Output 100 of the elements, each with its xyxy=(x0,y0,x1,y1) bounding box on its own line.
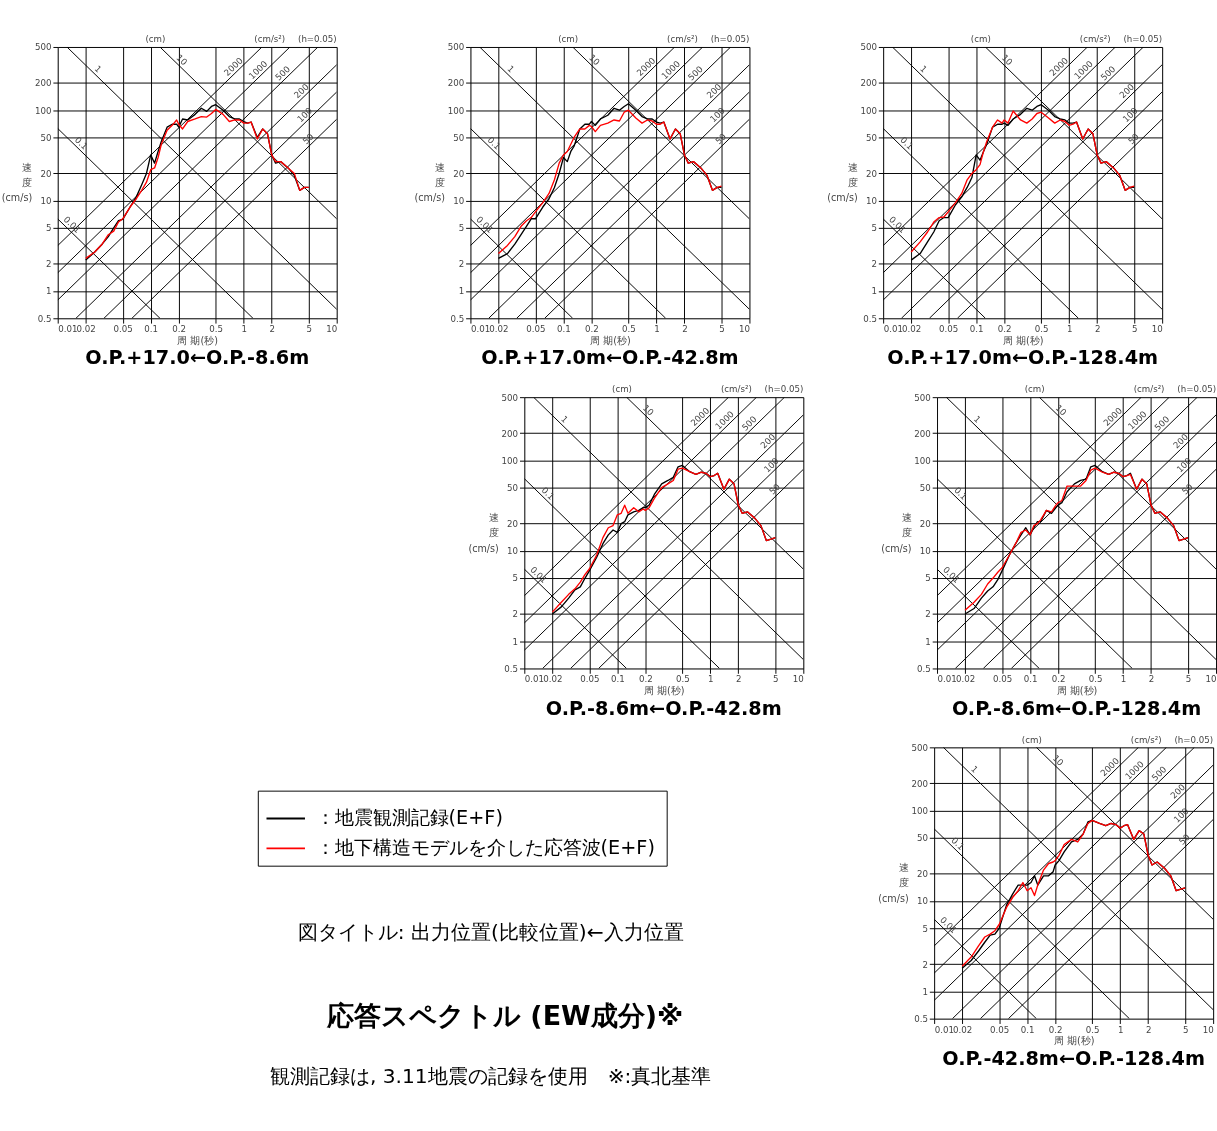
x-tick-label: 10 xyxy=(738,324,750,335)
y-tick-label: 20 xyxy=(919,518,931,529)
y-tick-label: 20 xyxy=(865,168,877,179)
y-tick-label: 200 xyxy=(911,778,928,789)
x-tick-label: 0.02 xyxy=(902,324,922,335)
text: O.P.+17.0m←O.P.-42.8m xyxy=(481,346,739,370)
y-tick-label: 0.5 xyxy=(863,313,877,324)
x-tick-label: 5 xyxy=(306,324,312,335)
x-tick-label: 10 xyxy=(1151,324,1163,335)
text: 1 xyxy=(559,413,571,425)
x-tick-label: 1 xyxy=(241,324,247,335)
y-axis-title: 速度(cm/s) xyxy=(1,161,33,204)
x-tick-label: 5 xyxy=(1131,324,1138,335)
text: 10 xyxy=(174,52,190,68)
x-tick-label: 2 xyxy=(682,324,688,335)
x-tick-label: 1 xyxy=(708,674,714,685)
x-tick-label: 1 xyxy=(654,324,660,335)
x-tick-label: 2 xyxy=(269,324,275,335)
x-tick-label: 0.02 xyxy=(955,674,976,685)
y-tick-label: 0.5 xyxy=(917,663,931,674)
x-tick-label: 1 xyxy=(1117,1024,1124,1035)
x-tick-label: 5 xyxy=(1185,674,1192,685)
text: 1 xyxy=(92,63,104,75)
text: (cm/s²) xyxy=(1079,34,1111,45)
text: 図タイトル: 出力位置(比較位置)←入力位置 xyxy=(297,919,684,944)
x-tick-label: 10 xyxy=(1205,674,1217,685)
text: (cm) xyxy=(558,34,579,45)
x-tick-label: 0.1 xyxy=(1023,674,1038,685)
x-tick-label: 0.5 xyxy=(622,324,636,335)
text: 100 xyxy=(761,455,781,475)
y-tick-label: 1 xyxy=(512,636,519,647)
x-tick-label: 0.5 xyxy=(675,674,690,685)
text: 応答スペクトル (EW成分)※ xyxy=(325,1000,684,1032)
x-tick-label: 5 xyxy=(1182,1024,1189,1035)
y-tick-label: 2 xyxy=(512,609,519,620)
y-tick-label: 2 xyxy=(458,259,465,270)
x-tick-label: 0.01 xyxy=(934,1024,954,1035)
text: 50 xyxy=(767,481,783,497)
x-tick-label: 0.05 xyxy=(992,674,1013,685)
text: 50 xyxy=(300,131,316,147)
legend-label: ：地震観測記録(E+F) xyxy=(315,806,503,830)
x-tick-label: 1 xyxy=(1066,324,1073,335)
text: (h=0.05) xyxy=(764,384,804,395)
y-tick-label: 5 xyxy=(512,573,519,584)
y-tick-label: 50 xyxy=(919,482,931,493)
y-tick-label: 2 xyxy=(922,959,928,970)
x-tick-label: 0.02 xyxy=(489,324,509,335)
y-tick-label: 200 xyxy=(914,428,931,439)
y-tick-label: 500 xyxy=(34,42,52,53)
text: 10 xyxy=(640,402,656,418)
x-tick-label: 5 xyxy=(719,324,725,335)
text: (h=0.05) xyxy=(710,34,750,45)
y-tick-label: 500 xyxy=(860,42,877,53)
text: 500 xyxy=(1149,764,1169,783)
y-tick-label: 20 xyxy=(40,168,52,179)
x-tick-label: 0.2 xyxy=(638,674,653,685)
y-axis-title: 速度(cm/s) xyxy=(827,161,858,204)
y-tick-label: 100 xyxy=(860,105,877,116)
y-tick-label: 500 xyxy=(914,392,931,403)
x-tick-label: 0.05 xyxy=(990,1024,1010,1035)
text: 0.1 xyxy=(72,134,90,152)
x-tick-label: 0.05 xyxy=(580,674,600,685)
x-tick-label: 0.02 xyxy=(76,324,96,335)
x-tick-label: 0.1 xyxy=(969,324,984,335)
y-axis-title: 速度(cm/s) xyxy=(414,161,445,204)
text: 観測記録は, 3.11地震の記録を使用 ※:真北基準 xyxy=(269,1064,712,1089)
x-tick-label: 0.01 xyxy=(58,324,78,335)
x-tick-label: 0.5 xyxy=(1034,324,1049,335)
text: 200 xyxy=(1117,81,1137,101)
text: (cm/s²) xyxy=(667,34,698,45)
y-tick-label: 50 xyxy=(453,132,465,143)
text: 50 xyxy=(1126,131,1141,147)
y-tick-label: 0.5 xyxy=(504,663,519,674)
x-tick-label: 0.1 xyxy=(1020,1024,1035,1035)
y-tick-label: 1 xyxy=(925,636,931,647)
y-tick-label: 20 xyxy=(453,168,465,179)
text: (cm) xyxy=(970,34,991,45)
y-tick-label: 10 xyxy=(40,196,52,207)
y-tick-label: 100 xyxy=(911,805,928,816)
text: (cm) xyxy=(1024,384,1045,395)
y-tick-label: 100 xyxy=(447,105,465,116)
text: 100 xyxy=(295,105,315,125)
x-tick-label: 1 xyxy=(1120,674,1127,685)
text: 200 xyxy=(704,81,724,101)
x-tick-label: 0.5 xyxy=(209,324,224,335)
text: O.P.+17.0m←O.P.-128.4m xyxy=(887,346,1159,370)
text: (h=0.05) xyxy=(1177,384,1217,395)
text: 10 xyxy=(1050,752,1066,768)
text: (cm) xyxy=(612,384,632,395)
y-tick-label: 50 xyxy=(916,833,928,844)
y-tick-label: 50 xyxy=(507,482,519,493)
x-tick-label: 0.02 xyxy=(543,674,563,685)
text: (h=0.05) xyxy=(298,34,337,45)
x-axis-title: 周 期(秒) xyxy=(1002,334,1044,346)
x-tick-label: 0.01 xyxy=(470,324,491,335)
text: 0.1 xyxy=(485,134,503,152)
y-tick-label: 200 xyxy=(860,78,877,89)
y-tick-label: 0.5 xyxy=(37,313,52,324)
x-tick-label: 0.5 xyxy=(1085,1024,1100,1035)
x-tick-label: 0.2 xyxy=(172,324,187,335)
